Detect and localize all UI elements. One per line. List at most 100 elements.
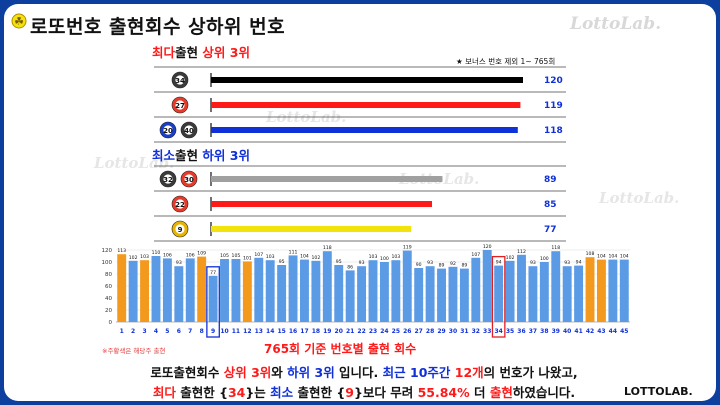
- top-value: 118: [544, 126, 563, 136]
- x-tick-label-29: 29: [437, 328, 445, 335]
- low-ball-face: [175, 224, 185, 234]
- data-label-10: 105: [220, 253, 229, 259]
- data-label-30: 92: [450, 261, 456, 267]
- x-tick-label-34: 34: [494, 328, 502, 335]
- y-tick-label: 40: [105, 296, 112, 302]
- top-ball-face: [175, 75, 185, 85]
- bar-41: [574, 265, 584, 322]
- data-label-28: 93: [427, 260, 433, 266]
- data-label-9: 77: [210, 270, 216, 276]
- bar-29: [437, 268, 446, 322]
- bar-14: [265, 260, 275, 322]
- low-heading-least: 최소: [152, 148, 176, 163]
- bar-9: [208, 275, 218, 322]
- data-label-26: 119: [403, 245, 412, 251]
- low-ball-number: 32: [163, 176, 173, 184]
- low-ball-face: [184, 174, 194, 184]
- bar-39: [551, 251, 561, 322]
- data-label-19: 118: [323, 245, 332, 251]
- x-tick-label-27: 27: [415, 328, 423, 335]
- low-bar: [211, 226, 412, 232]
- bar-19: [322, 251, 332, 322]
- summary1-segment: 상위 3위: [223, 365, 272, 380]
- x-tick-label-5: 5: [165, 328, 169, 335]
- top-bar: [211, 102, 521, 108]
- summary1-segment: 최근 10주간: [382, 365, 455, 380]
- data-label-29: 89: [439, 263, 445, 269]
- bar-31: [459, 268, 469, 322]
- y-tick-label: 120: [102, 248, 113, 254]
- top-ball-number: 34: [175, 77, 185, 85]
- x-tick-label-10: 10: [220, 328, 228, 335]
- data-label-35: 102: [506, 255, 515, 261]
- summary2-segment: 9: [345, 385, 354, 400]
- data-label-40: 93: [564, 260, 570, 266]
- bar-45: [619, 259, 629, 322]
- data-label-1: 113: [117, 248, 126, 254]
- low-ball-face: [163, 174, 173, 184]
- svg-text:☘: ☘: [14, 15, 24, 28]
- brand-watermark-4: LottoLab.: [599, 189, 680, 207]
- y-tick-label: 80: [105, 272, 112, 278]
- low-ball-face: [175, 199, 185, 209]
- summary2-segment: 34: [227, 385, 246, 400]
- y-tick-label: 60: [105, 284, 112, 290]
- x-tick-label-38: 38: [540, 328, 548, 335]
- low-value: 85: [544, 200, 557, 210]
- data-label-34: 94: [496, 260, 502, 266]
- bar-1: [117, 254, 127, 322]
- bar-23: [368, 260, 378, 322]
- data-label-24: 100: [380, 256, 389, 262]
- x-tick-label-25: 25: [392, 328, 400, 335]
- frequency-chart: 1201008060402001131102210331104106593610…: [102, 244, 630, 338]
- x-tick-label-7: 7: [188, 328, 192, 335]
- data-label-6: 93: [176, 260, 182, 266]
- top-heading-most: 최다: [152, 45, 176, 60]
- rank-bars: 34 120 27 119 20 40 118 32 30 89 22 85 9 77: [154, 66, 566, 242]
- x-tick-label-18: 18: [312, 328, 320, 335]
- data-label-37: 93: [530, 260, 536, 266]
- brand-watermark: LottoLab.: [570, 14, 662, 34]
- highlight-box-34: [491, 255, 506, 338]
- x-tick-label-24: 24: [380, 328, 388, 335]
- clover-icon: ☘: [11, 13, 27, 29]
- summary2-segment: 55.84%: [417, 385, 470, 400]
- data-label-38: 100: [540, 256, 549, 262]
- summary2-segment: 더: [469, 385, 490, 400]
- summary1-segment: 하위 3위: [287, 365, 335, 380]
- bar-13: [254, 257, 264, 322]
- x-tick-label-9: 9: [211, 328, 215, 335]
- page-title: 로또번호 출현회수 상하위 번호: [30, 16, 286, 38]
- data-label-44: 104: [608, 254, 617, 260]
- bar-11: [231, 259, 241, 322]
- logo-text: LOTTOLAB.: [624, 385, 693, 398]
- low-ball-number: 30: [184, 176, 194, 184]
- data-label-22: 93: [359, 260, 365, 266]
- low-heading-appear: 출현: [175, 148, 199, 163]
- bar-4: [151, 256, 161, 322]
- top-bar: [211, 127, 518, 133]
- data-label-33: 120: [483, 244, 492, 250]
- y-tick-label: 100: [102, 260, 113, 266]
- bar-7: [185, 258, 195, 322]
- bar-17: [300, 259, 309, 322]
- x-tick-label-33: 33: [483, 328, 491, 335]
- bar-37: [528, 266, 538, 322]
- x-tick-label-23: 23: [369, 328, 377, 335]
- data-label-15: 95: [279, 259, 285, 265]
- y-tick-label: 0: [109, 320, 113, 326]
- low-heading: 최소출현 하위 3위: [152, 145, 250, 164]
- top-heading: 최다출현 상위 3위: [152, 42, 250, 61]
- bar-3: [140, 260, 150, 322]
- low-value: 77: [544, 225, 557, 235]
- bar-42: [585, 257, 595, 322]
- x-tick-label-26: 26: [403, 328, 411, 335]
- x-tick-label-42: 42: [586, 328, 594, 335]
- summary-line-2: 최다 출현한 {34}는 최소 출현한 {9}보다 무려 55.84% 더 출현…: [44, 382, 684, 401]
- top-heading-appear: 출현: [175, 45, 199, 60]
- data-label-14: 103: [266, 254, 275, 260]
- bar-12: [242, 261, 252, 322]
- data-label-39: 118: [551, 245, 560, 251]
- brand-watermark-2: LottoLab.: [94, 154, 175, 172]
- data-label-11: 105: [232, 253, 241, 259]
